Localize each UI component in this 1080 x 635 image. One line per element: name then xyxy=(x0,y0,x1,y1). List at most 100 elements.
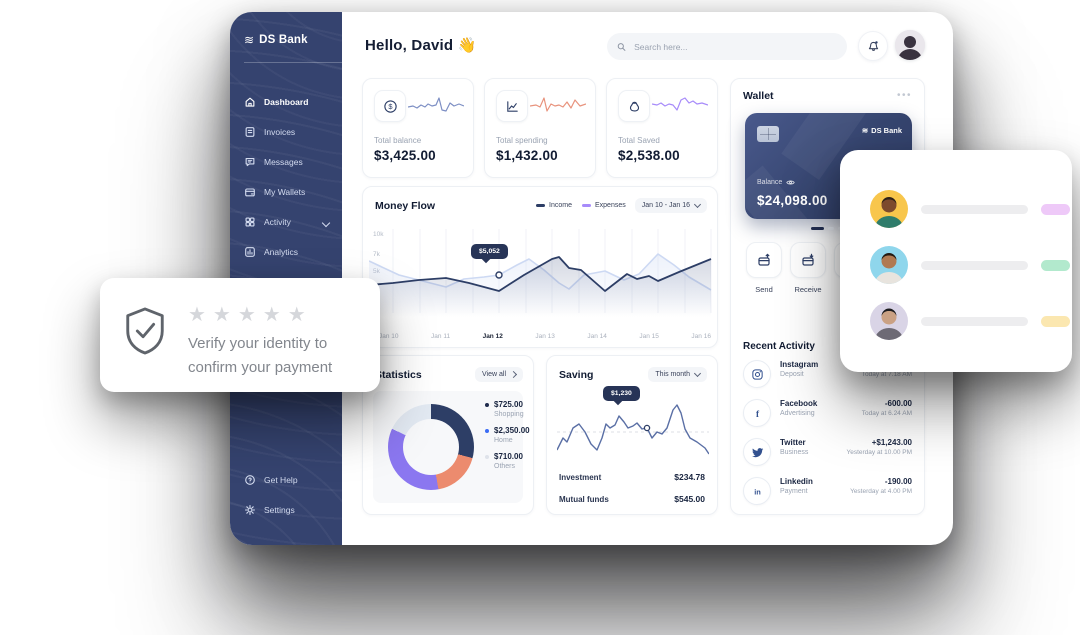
statistics-card: Statistics View all $725.00 Shopping $2 xyxy=(362,355,534,515)
sidebar-item-invoices[interactable]: Invoices xyxy=(230,117,342,147)
activity-row-twitter[interactable]: Twitter Business +$1,243.00 Yesterday at… xyxy=(743,438,912,466)
search-input[interactable] xyxy=(632,40,837,53)
legend-label: Shopping xyxy=(494,411,524,418)
money-flow-tooltip: $5,052 xyxy=(471,244,508,259)
sidebar-item-messages[interactable]: Messages xyxy=(230,147,342,177)
saving-period-dropdown[interactable]: This month xyxy=(648,367,707,382)
sidebar-item-label: Dashboard xyxy=(264,97,309,107)
linkedin-icon: in xyxy=(743,477,771,505)
money-flow-chart xyxy=(369,229,712,317)
twitter-icon xyxy=(743,438,771,466)
x-axis-tick: Jan 11 xyxy=(431,333,451,340)
stat-label: Total balance xyxy=(374,136,422,145)
x-axis-tick-active: Jan 12 xyxy=(482,333,503,340)
activity-time: Yesterday at 10.00 PM xyxy=(846,449,912,456)
pagination-dot xyxy=(828,227,834,230)
sidebar-item-analytics[interactable]: Analytics xyxy=(230,237,342,267)
date-range-label: Jan 10 - Jan 16 xyxy=(641,202,690,209)
saving-chart xyxy=(557,404,709,455)
legend-item-home: $2,350.00 Home xyxy=(485,426,530,444)
activity-row-facebook[interactable]: f Facebook Advertising -600.00 Today at … xyxy=(743,399,912,427)
activity-row-instagram[interactable]: Instagram Deposit Today at 7.18 AM xyxy=(743,360,912,388)
help-icon xyxy=(245,475,255,485)
chevron-down-icon xyxy=(693,200,702,209)
card-brand-name: DS Bank xyxy=(871,126,902,135)
y-axis-tick: 7k xyxy=(373,251,380,258)
sidebar-item-my-wallets[interactable]: My Wallets xyxy=(230,177,342,207)
action-label: Receive xyxy=(794,285,822,294)
stat-value: $2,538.00 xyxy=(618,148,680,163)
money-flow-card: Money Flow Income Expenses Jan 10 - Jan … xyxy=(362,186,718,348)
card-brand: ≋ DS Bank xyxy=(862,126,902,135)
eye-icon xyxy=(786,180,796,185)
activity-time: Today at 7.18 AM xyxy=(861,371,912,378)
legend-dot xyxy=(485,429,489,433)
contact-avatar xyxy=(870,246,908,284)
instagram-icon xyxy=(743,360,771,388)
activity-amount: -600.00 xyxy=(884,399,912,408)
balance-label: Balance xyxy=(757,179,783,186)
sidebar-item-label: Messages xyxy=(264,157,303,167)
legend-income: Income xyxy=(536,202,572,209)
user-avatar-image xyxy=(895,30,925,60)
sidebar-item-dashboard[interactable]: Dashboard xyxy=(230,87,342,117)
sidebar-item-activity[interactable]: Activity xyxy=(230,207,342,237)
legend-value: $710.00 xyxy=(494,452,523,461)
chevron-right-icon xyxy=(509,370,518,379)
pagination-dot-active xyxy=(811,227,824,230)
user-avatar[interactable] xyxy=(895,30,925,60)
activity-category: Payment xyxy=(780,488,808,495)
analytics-icon xyxy=(245,247,255,257)
skeleton-bar xyxy=(921,316,1028,326)
x-axis-tick: Jan 16 xyxy=(691,333,711,340)
verify-message-line1: Verify your identity to xyxy=(188,335,328,352)
greeting-text: Hello, David xyxy=(365,37,454,54)
saving-row-label: Mutual funds xyxy=(559,494,609,504)
sidebar-item-get-help[interactable]: Get Help xyxy=(230,465,342,495)
saving-tooltip: $1,230 xyxy=(603,386,640,401)
sidebar-item-settings[interactable]: Settings xyxy=(230,495,342,525)
wallet-title: Wallet xyxy=(743,90,774,102)
page-greeting: Hello, David 👋 xyxy=(365,36,477,54)
stat-value: $1,432.00 xyxy=(496,148,558,163)
contact-row xyxy=(870,246,1072,284)
activity-amount: +$1,243.00 xyxy=(871,438,912,447)
notifications-button[interactable] xyxy=(858,31,888,61)
main-content: Hello, David 👋 $ Total balance $3,4 xyxy=(342,12,953,545)
statistics-title: Statistics xyxy=(375,368,422,381)
status-pill xyxy=(1041,259,1070,271)
activity-grid-icon xyxy=(245,217,255,227)
action-label: Send xyxy=(755,285,773,294)
receive-button[interactable]: Receive xyxy=(790,242,826,294)
stat-card-total-saved: Total Saved $2,538.00 xyxy=(606,78,718,178)
income-line xyxy=(369,256,712,292)
activity-row-linkedin[interactable]: in Linkedin Payment -190.00 Yesterday at… xyxy=(743,477,912,505)
money-flow-legend: Income Expenses xyxy=(536,202,626,209)
saved-sparkline xyxy=(652,97,708,111)
date-range-dropdown[interactable]: Jan 10 - Jan 16 xyxy=(634,198,707,213)
stat-icon-tile: $ xyxy=(374,90,406,122)
stat-card-total-spending: Total spending $1,432.00 xyxy=(484,78,596,178)
stat-icon-tile xyxy=(618,90,650,122)
message-icon xyxy=(245,158,255,167)
bank-card[interactable]: ≋ DS Bank Balance $24,098.00 xyxy=(745,113,912,219)
card-brand-icon: ≋ xyxy=(861,126,869,135)
verify-message-line2: confirm your payment xyxy=(188,359,333,376)
sidebar-item-label: Invoices xyxy=(264,127,296,137)
contacts-overlay-card xyxy=(840,150,1072,372)
send-button[interactable]: Send xyxy=(746,242,782,294)
legend-label: Home xyxy=(494,437,513,444)
shield-check-icon xyxy=(126,307,164,355)
saving-card: Saving This month $1,230 Investment $234… xyxy=(546,355,718,515)
wallet-icon xyxy=(245,188,255,197)
sidebar-divider xyxy=(244,62,342,63)
contact-avatar xyxy=(870,190,908,228)
activity-name: Linkedin xyxy=(780,477,813,486)
balance-sparkline xyxy=(408,97,464,112)
contact-row xyxy=(870,190,1072,228)
wallet-menu-button[interactable]: ••• xyxy=(896,90,912,101)
legend-dot xyxy=(485,455,489,459)
view-all-button[interactable]: View all xyxy=(475,367,523,382)
saving-marker xyxy=(643,424,651,432)
